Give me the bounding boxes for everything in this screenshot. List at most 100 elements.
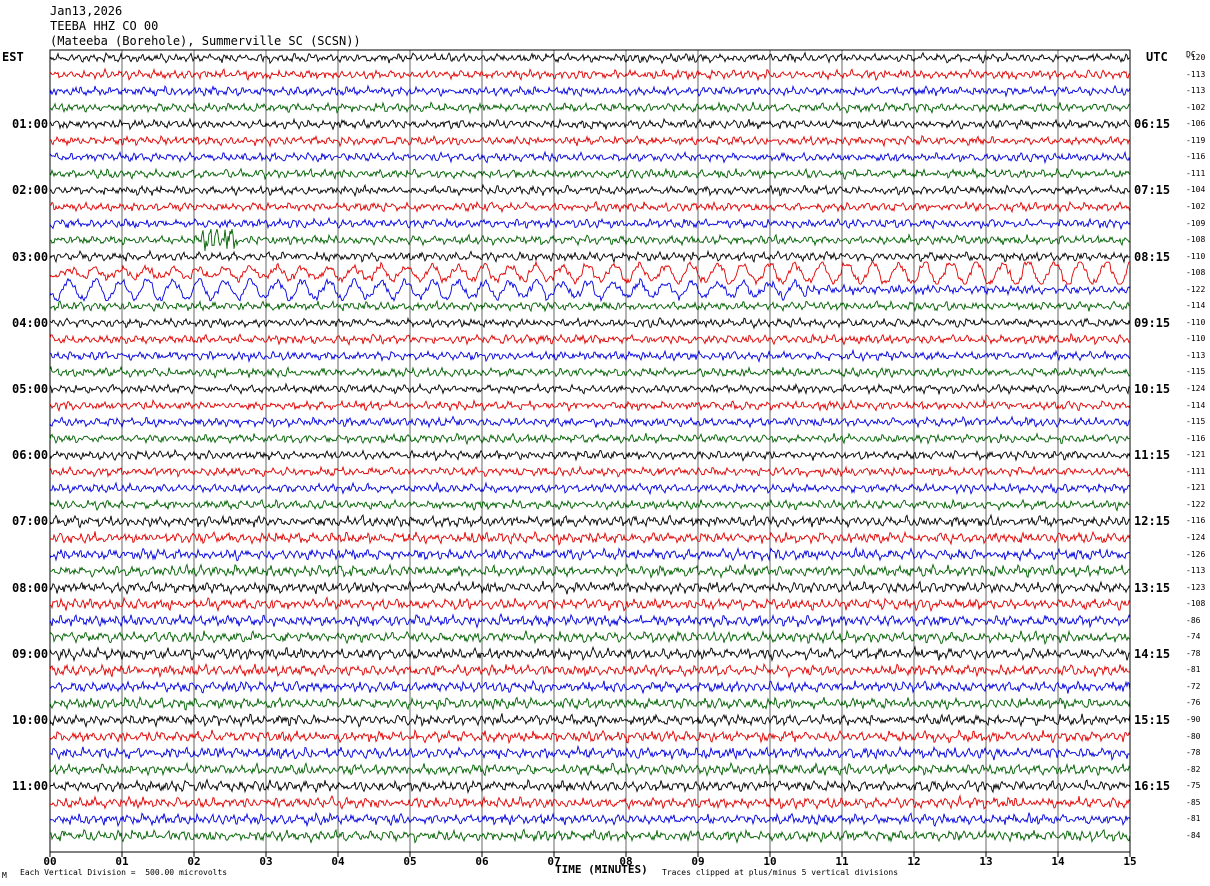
x-tick-label: 03 <box>259 855 272 868</box>
dc-offset-label: -85 <box>1186 797 1201 807</box>
trace-red <box>49 260 1131 286</box>
trace-black <box>49 51 1130 65</box>
est-axis-title: EST <box>2 50 24 64</box>
trace-blue <box>49 612 1131 629</box>
trace-blue <box>49 348 1131 364</box>
trace-blue <box>49 84 1131 98</box>
dc-offset-label: -90 <box>1186 715 1201 724</box>
trace-red <box>49 662 1131 679</box>
dc-offset-label: -106 <box>1186 119 1206 129</box>
dc-offset-label: -78 <box>1186 748 1201 758</box>
dc-offset-label: -111 <box>1186 466 1206 476</box>
est-hour-label: 04:00 <box>12 315 49 330</box>
x-axis-label: TIME (MINUTES) <box>555 863 648 876</box>
dc-offset-label: -81 <box>1186 814 1201 824</box>
dc-offset-label: -108 <box>1186 599 1206 609</box>
est-hour-label: 01:00 <box>12 117 49 132</box>
dc-offset-label: -102 <box>1186 201 1206 211</box>
trace-black <box>49 316 1131 330</box>
utc-hour-label: 15:15 <box>1134 713 1171 727</box>
x-tick-label: 08 <box>619 855 632 868</box>
trace-black <box>49 579 1131 596</box>
est-hour-label: 07:00 <box>12 514 49 529</box>
trace-red <box>49 596 1131 613</box>
trace-blue <box>49 481 1131 496</box>
utc-hour-label: 10:15 <box>1134 382 1171 396</box>
dc-offset-label: -110 <box>1186 334 1206 344</box>
trace-red <box>49 134 1131 148</box>
trace-green <box>49 761 1131 778</box>
dc-offset-label: -75 <box>1186 781 1201 791</box>
dc-offset-label: -115 <box>1186 367 1206 377</box>
trace-black <box>49 645 1131 663</box>
dc-offset-label: -74 <box>1186 632 1201 642</box>
dc-offset-label: -124 <box>1186 532 1206 542</box>
footer-clip: Traces clipped at plus/minus 5 vertical … <box>662 868 899 877</box>
trace-black <box>49 448 1131 462</box>
est-hour-label: 11:00 <box>12 779 49 794</box>
trace-green <box>49 498 1131 512</box>
dc-offset-label: -86 <box>1186 615 1201 625</box>
trace-red <box>49 332 1131 346</box>
dc-offset-label: -113 <box>1186 69 1206 79</box>
dc-offset-label: -114 <box>1186 400 1206 410</box>
trace-black <box>49 513 1131 529</box>
trace-green <box>49 629 1131 646</box>
trace-blue <box>49 150 1131 165</box>
trace-green <box>49 562 1131 579</box>
utc-hour-label: 12:15 <box>1134 514 1171 529</box>
x-tick-label: 09 <box>691 855 704 868</box>
trace-blue <box>49 744 1131 762</box>
trace-blue <box>49 277 1131 303</box>
trace-black <box>49 382 1131 396</box>
dc-offset-label: -122 <box>1186 284 1206 294</box>
dc-offset-label: -102 <box>1186 102 1206 112</box>
utc-hour-label: 06:15 <box>1134 117 1171 132</box>
x-tick-label: 05 <box>403 855 416 868</box>
dc-offset-label: -120 <box>1186 53 1206 62</box>
trace-green <box>49 365 1131 379</box>
trace-red <box>49 728 1131 745</box>
trace-red <box>49 465 1131 479</box>
x-tick-label: 06 <box>475 855 489 868</box>
trace-red <box>49 794 1131 811</box>
utc-axis-title: UTC <box>1146 50 1168 64</box>
est-hour-label: 09:00 <box>12 646 49 661</box>
x-ticks: 00 01 02 03 04 05 06 07 08 09 10 11 12 13 14 15 <box>43 852 1137 868</box>
dc-offset-label: -81 <box>1186 665 1201 675</box>
trace-blue <box>49 811 1131 828</box>
trace-black <box>49 183 1131 198</box>
trace-blue <box>49 216 1131 231</box>
dc-offset-label: -124 <box>1186 384 1206 393</box>
est-hour-label: 03:00 <box>12 249 49 264</box>
x-tick-label: 13 <box>979 855 992 868</box>
x-tick-label: 15 <box>1123 855 1136 868</box>
dc-offset-label: -108 <box>1186 235 1206 245</box>
trace-green <box>49 432 1130 446</box>
utc-hour-label: 09:15 <box>1134 315 1171 330</box>
header-location: (Mateeba (Borehole), Summerville SC (SCS… <box>50 34 361 48</box>
trace-green <box>49 167 1131 181</box>
dc-offset-label: -72 <box>1186 681 1201 691</box>
dc-offset-label: -109 <box>1186 218 1206 228</box>
dc-offset-label: -82 <box>1186 764 1201 774</box>
trace-black <box>49 713 1131 729</box>
est-hour-label: 05:00 <box>12 382 49 396</box>
trace-black <box>49 249 1131 264</box>
trace-red <box>49 530 1131 546</box>
dc-axis-title: DC <box>1186 50 1196 59</box>
dc-offset-label: -121 <box>1186 450 1206 460</box>
trace-green <box>49 101 1131 115</box>
header-date: Jan13,2026 <box>50 4 123 18</box>
dc-offset-label: -76 <box>1186 698 1201 708</box>
x-tick-label: 12 <box>907 855 920 868</box>
utc-hour-label: 07:15 <box>1134 183 1171 198</box>
utc-hour-label: 14:15 <box>1134 646 1171 661</box>
trace-layer <box>49 51 1131 845</box>
x-tick-label: 11 <box>835 855 849 868</box>
dc-offset-label: -110 <box>1186 251 1206 261</box>
dc-offset-label: -116 <box>1186 152 1206 162</box>
dc-offset-label: -104 <box>1186 185 1206 195</box>
x-tick-label: 10 <box>763 855 776 868</box>
